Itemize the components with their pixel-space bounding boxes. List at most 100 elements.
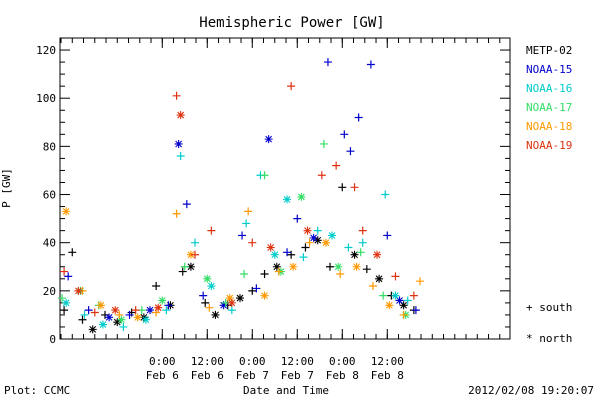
data-point-south: [115, 310, 124, 319]
series-noaa-19: [60, 82, 418, 317]
data-point-north: [176, 111, 185, 120]
data-point-south: [409, 291, 418, 300]
data-point-south: [340, 130, 349, 139]
data-point-south: [344, 243, 353, 252]
x-tick-date-label: Feb 6: [146, 369, 179, 382]
x-tick-date-label: Feb 8: [326, 369, 359, 382]
data-point-south: [191, 238, 199, 247]
data-point-south: [346, 147, 355, 156]
series-noaa-17: [58, 139, 410, 324]
data-point-south: [248, 286, 257, 295]
data-point-south: [283, 248, 292, 257]
data-point-north: [334, 262, 343, 271]
data-point-north: [395, 296, 404, 305]
data-point-north: [113, 318, 122, 327]
data-point-north: [283, 195, 292, 204]
x-tick-time-label: 12:00: [191, 355, 224, 368]
x-tick-time-label: 0:00: [149, 355, 176, 368]
x-tick-date-label: Feb 7: [236, 369, 269, 382]
legend-entry: NOAA-18: [526, 120, 572, 133]
data-point-south: [399, 310, 408, 319]
y-axis: 0 20 40 60 80 100 120: [36, 44, 510, 346]
data-point-north: [207, 282, 216, 291]
data-point-north: [133, 313, 142, 322]
x-tick-time-label: 12:00: [371, 355, 404, 368]
data-point-north: [74, 286, 83, 295]
data-point-north: [350, 250, 359, 259]
data-point-north: [321, 238, 330, 247]
data-point-north: [211, 310, 220, 319]
data-point-north: [141, 315, 150, 324]
data-point-north: [186, 250, 195, 259]
data-point-south: [287, 82, 296, 91]
y-tick-label: 0: [49, 333, 56, 346]
legend-entry: NOAA-15: [526, 63, 572, 76]
data-point-north: [309, 233, 318, 242]
data-point-north: [236, 294, 244, 303]
y-tick-label: 100: [36, 92, 56, 105]
data-point-north: [266, 243, 275, 252]
x-tick-date-label: Feb 8: [371, 369, 404, 382]
legend-south-marker: + south: [526, 301, 572, 314]
data-point-south: [182, 200, 191, 209]
data-point-north: [270, 250, 279, 259]
data-point-north: [272, 262, 281, 271]
data-point-south: [201, 298, 210, 307]
data-point-south: [323, 58, 332, 67]
data-point-south: [383, 231, 392, 240]
data-point-south: [274, 267, 283, 276]
data-point-south: [172, 91, 181, 100]
data-point-south: [301, 243, 310, 252]
data-point-north: [174, 139, 183, 148]
data-point-north: [297, 192, 306, 201]
chart-title: Hemispheric Power [GW]: [199, 15, 384, 31]
data-point-south: [336, 269, 345, 278]
data-point-south: [356, 248, 365, 257]
data-point-south: [260, 269, 269, 278]
data-point-south: [164, 301, 173, 310]
data-point-south: [119, 322, 128, 331]
data-point-south: [60, 306, 69, 315]
data-point-north: [373, 250, 382, 259]
series-noaa-16: [62, 151, 412, 331]
plot-timestamp: 2012/02/08 19:20:07: [468, 384, 594, 397]
data-point-south: [90, 308, 99, 317]
data-point-south: [332, 161, 341, 170]
data-point-south: [260, 171, 269, 180]
data-point-south: [252, 284, 261, 293]
data-point-south: [80, 310, 89, 319]
data-point-south: [199, 291, 208, 300]
data-point-south: [293, 214, 302, 223]
data-point-north: [225, 294, 234, 303]
series-noaa-18: [62, 207, 424, 322]
data-point-south: [299, 253, 308, 262]
data-point-south: [131, 306, 140, 315]
data-point-south: [305, 238, 314, 247]
x-axis-label: Date and Time: [243, 384, 329, 397]
data-point-north: [328, 231, 337, 240]
data-point-south: [354, 113, 363, 122]
y-tick-label: 60: [43, 189, 56, 202]
data-point-south: [368, 282, 377, 291]
data-point-north: [227, 298, 236, 307]
legend-entry: NOAA-19: [526, 139, 572, 152]
legend-north-marker: * north: [526, 332, 572, 345]
data-point-north: [219, 301, 228, 310]
data-point-north: [88, 325, 97, 334]
legend-entry: METP-02: [526, 44, 572, 57]
data-point-north: [62, 207, 71, 216]
data-point-south: [176, 151, 185, 160]
data-point-south: [152, 282, 161, 291]
data-point-south: [207, 226, 216, 235]
data-point-south: [125, 310, 134, 319]
data-point-south: [338, 183, 347, 192]
data-point-north: [154, 303, 163, 312]
data-point-north: [391, 291, 400, 300]
data-point-north: [62, 298, 71, 307]
data-point-south: [248, 238, 257, 247]
series-noaa-15: [64, 58, 420, 322]
data-point-south: [84, 306, 93, 315]
data-point-south: [178, 267, 187, 276]
